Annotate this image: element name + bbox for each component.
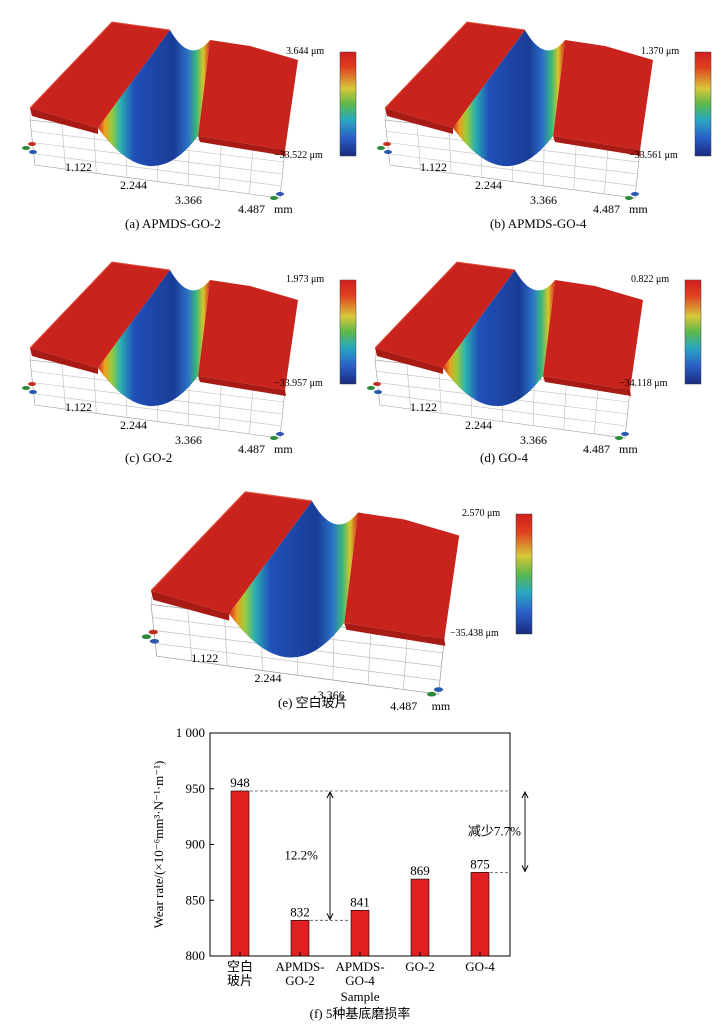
color-scale-bar bbox=[694, 51, 712, 157]
profile-panel-c: 1.122 2.244 3.366 4.487 mm 1.973 μm −33.957 μm… bbox=[10, 250, 360, 480]
x-tick-label: GO-2 bbox=[405, 959, 435, 974]
color-scale-min: −35.438 μm bbox=[450, 628, 499, 639]
color-scale-min: −33.561 μm bbox=[629, 150, 678, 161]
axis-tick-label: 2.244 bbox=[120, 178, 147, 192]
arrow-head bbox=[521, 790, 529, 799]
y-tick-label: 900 bbox=[186, 837, 206, 852]
profile-panel-d: 1.122 2.244 3.366 4.487 mm 0.822 μm −34.118 μm… bbox=[355, 250, 715, 480]
color-scale-max: 1.973 μm bbox=[286, 274, 325, 285]
x-tick-label: APMDS- bbox=[335, 959, 384, 974]
annotation-7-7: 减少7.7% bbox=[468, 824, 521, 839]
x-tick-label: APMDS- bbox=[275, 959, 324, 974]
axis-tick-label: 3.366 bbox=[317, 688, 345, 703]
bar bbox=[470, 872, 490, 957]
y-tick-label: 950 bbox=[186, 781, 206, 796]
axis-triad-icon bbox=[615, 432, 629, 440]
x-axis-title: Sample bbox=[341, 989, 380, 1004]
surface-mesh bbox=[150, 491, 460, 658]
color-scale-bar bbox=[684, 279, 702, 385]
bar-value-label: 869 bbox=[410, 863, 430, 878]
axis-triad-icon bbox=[22, 142, 37, 154]
axis-triad-icon bbox=[270, 432, 284, 440]
profile-panel-b: 1.122 2.244 3.366 4.487 mm 1.370 μm −33.561 μm… bbox=[365, 10, 715, 240]
surface-mesh bbox=[29, 261, 298, 407]
x-tick-label: GO-4 bbox=[345, 973, 375, 988]
color-scale-bar bbox=[515, 513, 533, 635]
axis-tick-label: 3.366 bbox=[175, 193, 202, 207]
axis-tick-label: 3.366 bbox=[175, 433, 202, 447]
axis-unit-label: mm bbox=[629, 202, 648, 216]
bar-value-label: 832 bbox=[290, 904, 310, 919]
color-scale-max: 2.570 μm bbox=[462, 508, 501, 519]
panel-caption: (d) GO-4 bbox=[480, 450, 529, 465]
axis-unit-label: mm bbox=[274, 442, 293, 456]
axis-tick-label: 2.244 bbox=[120, 418, 147, 432]
axis-tick-label: 3.366 bbox=[520, 433, 547, 447]
axis-triad-icon bbox=[377, 142, 392, 154]
color-scale-bar bbox=[339, 279, 357, 385]
color-scale-max: 1.370 μm bbox=[641, 46, 680, 57]
axis-unit-label: mm bbox=[274, 202, 293, 216]
axis-tick-label: 4.487 bbox=[238, 202, 265, 216]
color-scale-min: −34.118 μm bbox=[619, 378, 668, 389]
profile-panel-a: 1.122 2.244 3.366 4.487 mm 3.644 μm −33.522 μm… bbox=[10, 10, 360, 240]
arrow-head bbox=[521, 865, 529, 873]
axis-tick-label: 1.122 bbox=[65, 160, 92, 174]
axis-tick-label: 4.487 bbox=[593, 202, 620, 216]
axis-tick-label: 4.487 bbox=[583, 442, 610, 456]
panel-caption: (b) APMDS-GO-4 bbox=[490, 216, 587, 231]
axis-triad-icon bbox=[625, 192, 639, 200]
surface-mesh bbox=[384, 21, 653, 167]
y-tick-label: 800 bbox=[186, 948, 206, 963]
axis-triad-icon bbox=[427, 687, 444, 697]
axis-tick-label: 2.244 bbox=[254, 671, 282, 686]
bar bbox=[410, 878, 430, 957]
y-axis-title: Wear rate/(×10⁻⁶mm³·N⁻¹·m⁻¹) bbox=[151, 761, 166, 929]
axis-tick-label: 4.487 bbox=[390, 698, 418, 713]
bar-value-label: 841 bbox=[350, 894, 370, 909]
axis-tick-label: 2.244 bbox=[475, 178, 502, 192]
arrow-head bbox=[326, 790, 334, 799]
floor-grid bbox=[29, 359, 286, 439]
axis-triad-icon bbox=[367, 382, 382, 394]
axis-tick-label: 1.122 bbox=[191, 650, 219, 665]
axis-triad-icon bbox=[141, 629, 160, 644]
profile-panel-e: 1.122 2.244 3.366 4.487 mm 2.570 μm −35.438 μm… bbox=[128, 478, 548, 713]
axis-tick-label: 1.122 bbox=[410, 400, 437, 414]
bar-value-label: 948 bbox=[230, 775, 250, 790]
axis-unit-label: mm bbox=[431, 698, 451, 713]
color-scale-max: 3.644 μm bbox=[286, 46, 325, 57]
y-tick-label: 1 000 bbox=[176, 725, 205, 740]
x-tick-label: 玻片 bbox=[227, 973, 253, 988]
arrow-head bbox=[326, 913, 334, 921]
color-scale-bar bbox=[339, 51, 357, 157]
axis-tick-label: 2.244 bbox=[465, 418, 492, 432]
color-scale-min: −33.957 μm bbox=[274, 378, 323, 389]
color-scale-max: 0.822 μm bbox=[631, 274, 670, 285]
chart-caption: (f) 5种基底磨损率 bbox=[310, 1006, 411, 1021]
x-tick-label: GO-4 bbox=[465, 959, 495, 974]
bar bbox=[230, 790, 250, 957]
panel-caption: (c) GO-2 bbox=[125, 450, 173, 465]
surface-mesh bbox=[374, 261, 643, 407]
x-tick-label: GO-2 bbox=[285, 973, 315, 988]
panel-caption: (e) 空白玻片 bbox=[278, 695, 348, 710]
annotation-12-2: 12.2% bbox=[284, 848, 318, 863]
bar-value-label: 875 bbox=[470, 856, 490, 871]
bar bbox=[350, 909, 370, 957]
axis-tick-label: 1.122 bbox=[65, 400, 92, 414]
surface-mesh bbox=[29, 21, 298, 167]
axis-tick-label: 4.487 bbox=[238, 442, 265, 456]
x-tick-label: 空白 bbox=[227, 959, 253, 974]
panel-caption: (a) APMDS-GO-2 bbox=[125, 216, 221, 231]
axis-triad-icon bbox=[22, 382, 37, 394]
axis-tick-label: 3.366 bbox=[530, 193, 557, 207]
axis-unit-label: mm bbox=[619, 442, 638, 456]
axis-triad-icon bbox=[270, 192, 284, 200]
axis-tick-label: 1.122 bbox=[420, 160, 447, 174]
color-scale-min: −33.522 μm bbox=[274, 150, 323, 161]
bar bbox=[290, 920, 310, 957]
y-tick-label: 850 bbox=[186, 892, 206, 907]
